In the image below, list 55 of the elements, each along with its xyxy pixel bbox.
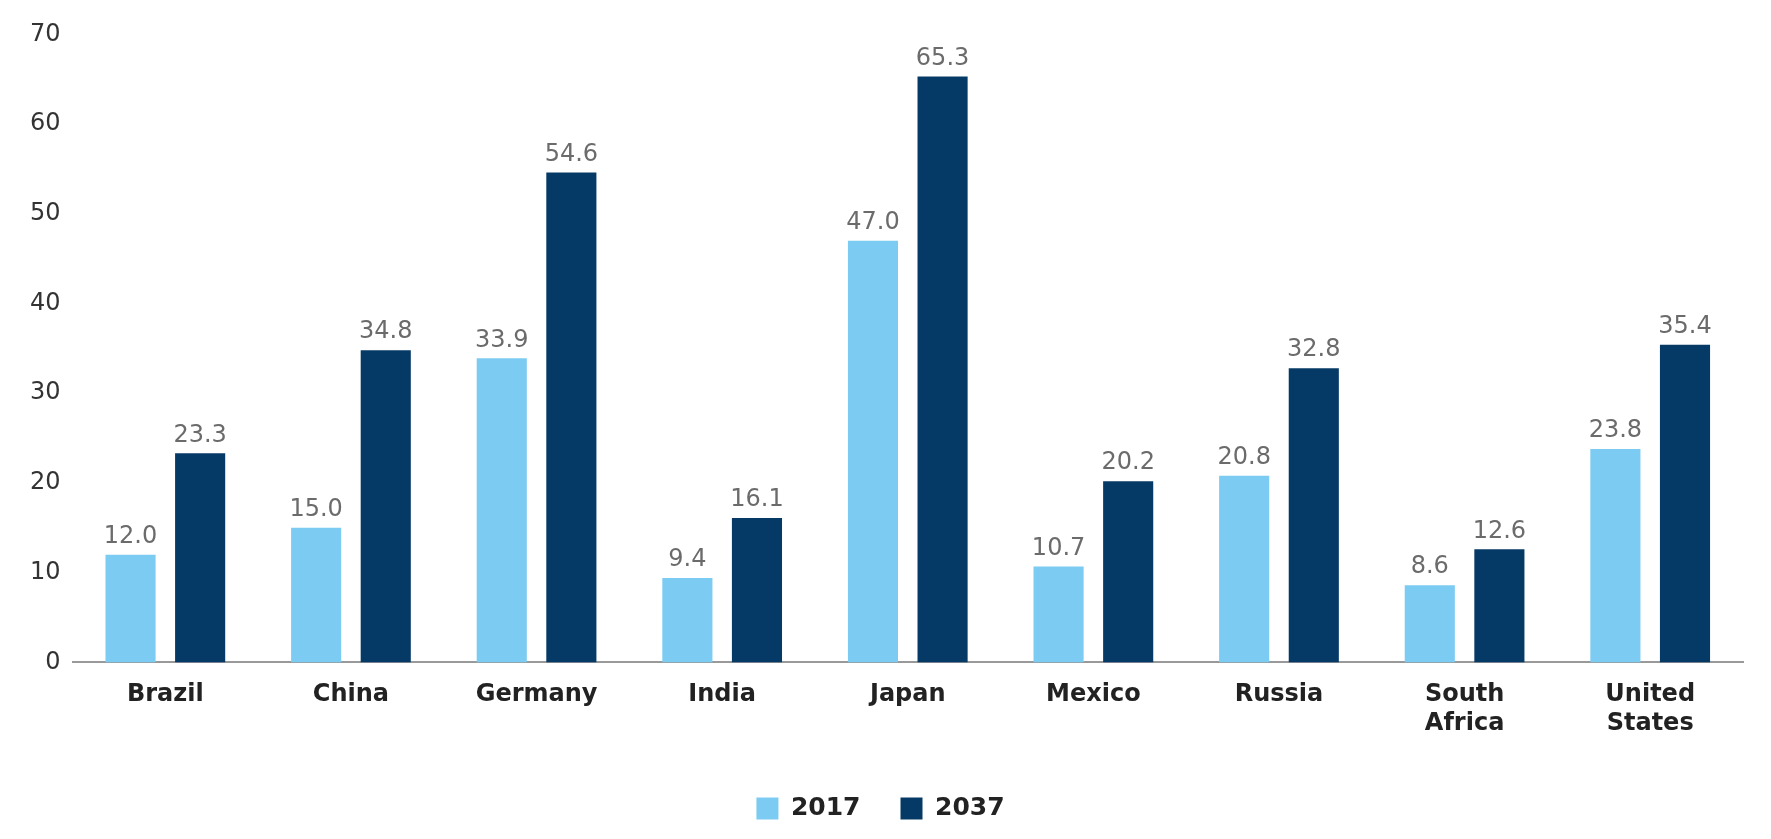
y-tick-label: 50 [29,198,61,227]
x-tick-label: Russia [1234,679,1324,708]
bar [1590,448,1641,663]
data-label: 33.9 [475,324,529,353]
y-tick-label: 60 [29,108,61,137]
bar [847,240,899,663]
x-tick-label: China [312,679,390,708]
y-tick-label: 20 [29,467,61,496]
x-tick-label: South Africa [1424,679,1505,736]
data-label: 8.6 [1410,551,1449,580]
bar [476,358,527,663]
data-label: 23.8 [1588,415,1643,444]
data-label: 34.8 [359,316,413,345]
bar [1033,566,1084,663]
legend-label: 2017 [790,792,861,821]
bar [1103,481,1154,663]
y-tick-label: 40 [29,287,61,316]
bar [1219,475,1270,663]
data-label: 16.1 [730,484,784,513]
bar [546,172,597,663]
bar [1659,344,1711,663]
x-tick-label: Mexico [1046,679,1141,708]
data-label: 9.4 [668,544,707,573]
x-tick-label: Brazil [126,679,204,708]
y-tick-label: 10 [29,556,61,585]
bar [291,527,342,663]
data-label: 54.6 [544,138,599,167]
bar [1474,549,1525,663]
data-label: 32.8 [1287,334,1341,363]
data-label: 20.2 [1101,447,1155,476]
data-label: 12.0 [103,520,158,549]
bar [731,517,783,663]
data-label: 20.8 [1217,442,1271,471]
bar [917,76,968,663]
bar [662,578,713,663]
data-label: 15.0 [289,494,343,523]
data-label: 47.0 [846,206,900,235]
data-label: 23.3 [173,419,227,448]
data-label: 10.7 [1031,532,1086,561]
y-tick-label: 30 [29,377,61,406]
bar [105,554,156,663]
bar [360,350,411,663]
x-tick-label: India [688,679,756,708]
legend-label: 2037 [935,792,1005,821]
data-label: 35.4 [1658,311,1712,340]
bar [175,453,226,663]
data-label: 65.3 [915,42,970,71]
x-tick-label: Japan [867,679,946,708]
x-tick-label: Germany [475,679,598,708]
data-label: 12.6 [1472,515,1527,544]
bar [1288,368,1339,663]
y-tick-label: 70 [29,18,61,47]
y-tick-label: 0 [45,646,61,675]
x-tick-label: United States [1605,679,1696,736]
bar [1404,585,1455,663]
